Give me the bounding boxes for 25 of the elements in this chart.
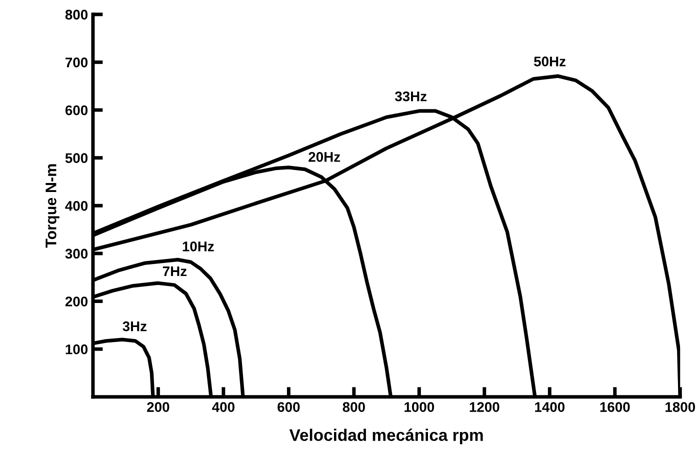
x-tick-label: 1000 [404, 402, 434, 412]
y-tick-label: 100 [66, 344, 88, 354]
y-axis-title: Torque N-m [46, 164, 60, 248]
series-label: 10Hz [182, 242, 214, 252]
y-tick-label: 800 [65, 10, 88, 20]
x-tick-label: 1400 [535, 402, 565, 412]
y-tick-label: 700 [66, 58, 88, 68]
series-label: 33Hz [394, 91, 427, 102]
y-tick-label: 600 [65, 105, 88, 116]
series-label: 20Hz [308, 152, 340, 162]
x-tick-label: 200 [147, 402, 170, 412]
series-label: 3Hz [122, 321, 147, 332]
y-tick-label: 300 [65, 248, 88, 259]
x-tick-label: 1800 [666, 402, 696, 412]
y-tick-label: 500 [65, 153, 88, 164]
y-tick-label: 200 [65, 296, 88, 306]
x-tick-label: 1200 [470, 402, 500, 412]
series-label: 50Hz [534, 56, 566, 66]
x-tick-label: 800 [342, 402, 365, 412]
x-tick-label: 1600 [600, 402, 630, 412]
x-tick-label: 400 [212, 402, 234, 412]
series-label: 7Hz [162, 266, 187, 276]
x-axis-title: Velocidad mecánica rpm [289, 428, 483, 444]
y-tick-label: 400 [65, 200, 88, 211]
x-tick-label: 600 [278, 402, 300, 412]
